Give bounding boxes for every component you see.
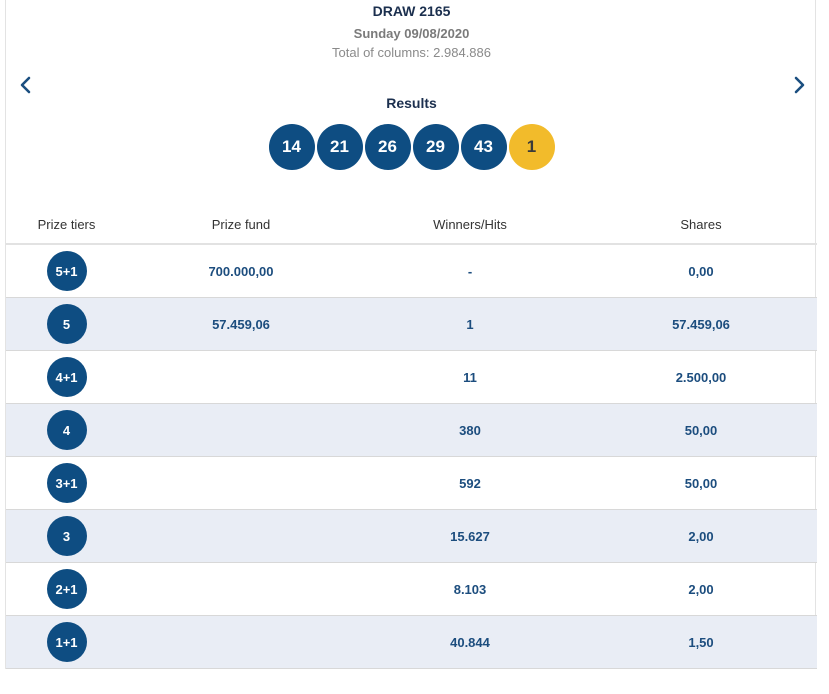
total-columns: Total of columns: 2.984.886: [332, 45, 491, 60]
result-ball: 21: [316, 124, 363, 170]
table-row: 5 57.459,06 1 57.459,06: [6, 298, 817, 351]
tier-badge: 5+1: [46, 251, 87, 291]
tier-badge: 3+1: [46, 463, 87, 503]
chevron-right-icon: [794, 76, 805, 94]
results-label: Results: [386, 95, 437, 111]
draw-title: DRAW 2165: [372, 3, 451, 19]
tier-badge: 2+1: [46, 569, 87, 609]
chevron-left-icon: [20, 76, 31, 94]
shares-cell: 2.500,00: [675, 369, 727, 385]
result-ball: 29: [412, 124, 459, 170]
shares-cell: 57.459,06: [672, 316, 730, 332]
header-prize-tiers: Prize tiers: [37, 216, 96, 232]
previous-draw-button[interactable]: [14, 73, 38, 97]
table-row: 4+1 11 2.500,00: [6, 351, 817, 404]
result-ball: 26: [364, 124, 411, 170]
draw-date: Sunday 09/08/2020: [353, 26, 470, 41]
result-ball: 14: [268, 124, 315, 170]
table-row: 3 15.627 2,00: [6, 510, 817, 563]
winners-cell: -: [467, 263, 473, 279]
winners-cell: 592: [459, 475, 481, 491]
shares-cell: 2,00: [688, 581, 714, 597]
result-balls: 14 21 26 29 43 1: [6, 124, 817, 170]
winners-cell: 11: [463, 369, 477, 385]
table-row: 2+1 8.103 2,00: [6, 563, 817, 616]
table-row: 3+1 592 50,00: [6, 457, 817, 510]
tier-badge: 4+1: [46, 357, 87, 397]
table-row: 4 380 50,00: [6, 404, 817, 457]
header-shares: Shares: [680, 216, 722, 232]
tier-badge: 3: [46, 516, 87, 556]
bonus-ball: 1: [508, 124, 555, 170]
draw-results-panel: DRAW 2165 Sunday 09/08/2020 Total of col…: [5, 0, 817, 669]
prize-fund-cell: 57.459,06: [212, 316, 270, 332]
winners-cell: 40.844: [450, 634, 490, 650]
prize-fund-cell: 700.000,00: [208, 263, 274, 279]
prize-table: Prize tiers Prize fund Winners/Hits Shar…: [6, 205, 817, 669]
shares-cell: 1,50: [688, 634, 714, 650]
table-row: 5+1 700.000,00 - 0,00: [6, 245, 817, 298]
shares-cell: 0,00: [688, 263, 714, 279]
winners-cell: 1: [466, 316, 474, 332]
shares-cell: 2,00: [688, 528, 714, 544]
winners-cell: 8.103: [453, 581, 487, 597]
tier-badge: 1+1: [46, 622, 87, 662]
table-row: 1+1 40.844 1,50: [6, 616, 817, 669]
next-draw-button[interactable]: [787, 73, 811, 97]
draw-header: DRAW 2165 Sunday 09/08/2020 Total of col…: [6, 0, 817, 205]
winners-cell: 380: [459, 422, 481, 438]
shares-cell: 50,00: [684, 475, 718, 491]
tier-badge: 5: [46, 304, 87, 344]
header-winners: Winners/Hits: [433, 216, 507, 232]
header-prize-fund: Prize fund: [211, 216, 271, 232]
shares-cell: 50,00: [684, 422, 718, 438]
result-ball: 43: [460, 124, 507, 170]
table-header: Prize tiers Prize fund Winners/Hits Shar…: [6, 205, 817, 245]
tier-badge: 4: [46, 410, 87, 450]
winners-cell: 15.627: [450, 528, 490, 544]
